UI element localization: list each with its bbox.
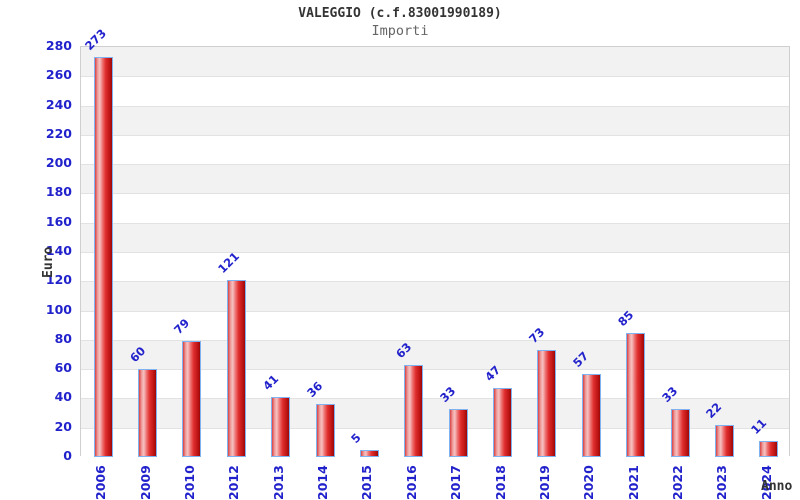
x-tick-label-2006: 2006: [93, 465, 109, 500]
x-tick-label-2017: 2017: [448, 465, 464, 500]
x-tick-label-2009: 2009: [137, 465, 153, 500]
bar-2022: [670, 408, 690, 457]
x-tick-label-2018: 2018: [492, 465, 508, 500]
plot-band: [81, 76, 789, 106]
gridline: [81, 398, 789, 400]
x-tick-label-2010: 2010: [181, 465, 197, 500]
y-tick-label-240: 240: [45, 96, 72, 112]
x-tick-label-2019: 2019: [536, 465, 552, 500]
y-tick-label-120: 120: [45, 272, 72, 288]
plot-band: [81, 47, 789, 77]
gridline: [81, 134, 789, 136]
y-tick-label-200: 200: [45, 155, 72, 171]
bar-2018: [493, 388, 513, 457]
bar-2017: [448, 408, 468, 457]
y-tick-label-100: 100: [45, 301, 72, 317]
y-tick-label-140: 140: [45, 243, 72, 258]
x-tick-label-2012: 2012: [226, 465, 242, 500]
y-tick-label-220: 220: [45, 125, 72, 141]
bar-2015: [359, 449, 379, 457]
y-tick-label-0: 0: [63, 448, 72, 463]
y-tick-label-280: 280: [45, 38, 72, 53]
gridline: [81, 281, 789, 283]
bar-2023: [714, 424, 734, 457]
gridline: [81, 222, 789, 224]
y-tick-label-80: 80: [54, 330, 72, 346]
gridline: [81, 310, 789, 312]
x-tick-label-2015: 2015: [359, 465, 375, 500]
bar-2019: [537, 350, 557, 457]
gridline: [81, 164, 789, 166]
x-tick-label-2023: 2023: [714, 465, 730, 500]
x-tick-label-2013: 2013: [270, 465, 286, 500]
bar-2021: [626, 332, 646, 457]
bar-2009: [138, 369, 158, 457]
gridline: [81, 427, 789, 429]
gridline: [81, 76, 789, 78]
plot-band: [81, 252, 789, 282]
y-tick-label-40: 40: [54, 389, 72, 405]
x-tick-label-2022: 2022: [670, 465, 686, 500]
plot-band: [81, 134, 789, 165]
gridline: [81, 193, 789, 195]
y-tick-label-20: 20: [54, 418, 72, 434]
gridline: [81, 369, 789, 371]
chart-title: VALEGGIO (c.f.83001990189): [298, 6, 502, 21]
y-tick-label-180: 180: [45, 184, 72, 200]
bar-2016: [404, 364, 424, 457]
bar-2024: [759, 440, 779, 457]
chart-subtitle: Importi: [371, 23, 429, 39]
bar-2012: [226, 279, 246, 457]
bar-2014: [315, 404, 335, 457]
x-tick-label-2016: 2016: [403, 465, 419, 500]
y-axis-title: Euro: [41, 246, 56, 278]
plot-area: 273 60 79 121 41 36 5 63 33 47 73 57 85 33 22 11: [80, 26, 790, 457]
bar-2020: [581, 373, 601, 457]
bar-2006: [93, 57, 113, 457]
bar-2010: [182, 341, 202, 457]
plot-band: [81, 105, 789, 135]
plot-band: [81, 193, 789, 223]
y-tick-label-60: 60: [54, 360, 72, 376]
plot-band: [81, 281, 789, 311]
gridline: [81, 105, 789, 107]
x-tick-label-2021: 2021: [625, 465, 641, 500]
x-axis-title: Anno: [761, 479, 793, 494]
x-tick-label-2020: 2020: [581, 465, 597, 500]
y-tick-label-260: 260: [45, 67, 72, 83]
x-tick-label-2014: 2014: [315, 465, 331, 500]
gridline: [81, 252, 789, 253]
plot-band: [81, 164, 789, 194]
bar-2013: [271, 396, 291, 457]
plot-band: [81, 222, 789, 252]
plot-band: [81, 310, 789, 340]
y-tick-label-160: 160: [45, 213, 72, 229]
gridline: [81, 339, 789, 341]
